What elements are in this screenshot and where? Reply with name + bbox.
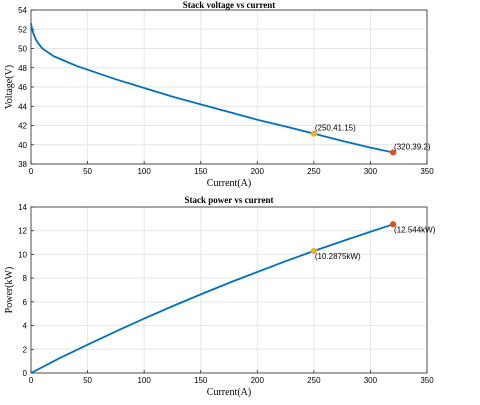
data-point-marker <box>310 247 317 255</box>
y-tick-label: 10 <box>18 250 27 259</box>
series-line-1 <box>30 23 394 154</box>
data-point-annotation: (320,39.2) <box>394 142 431 151</box>
x-axis-label: Current(A) <box>207 178 251 189</box>
y-tick-label: 8 <box>23 274 28 283</box>
y-tick-label: 4 <box>23 322 28 331</box>
y-tick-label: 48 <box>18 64 27 73</box>
x-tick-label: 50 <box>83 376 92 385</box>
y-tick-label: 14 <box>18 203 27 212</box>
y-tick-label: 44 <box>18 102 27 111</box>
y-tick-label: 6 <box>23 298 28 307</box>
data-point-annotation: (250,41.15) <box>315 124 356 133</box>
y-tick-label: 40 <box>18 141 27 150</box>
y-tick-label: 46 <box>18 83 27 92</box>
x-tick-label: 250 <box>307 167 321 176</box>
x-tick-label: 150 <box>194 376 208 385</box>
y-tick-label: 50 <box>18 45 27 54</box>
y-tick-label: 12 <box>18 227 27 236</box>
y-axis-label: Voltage(V) <box>4 65 15 109</box>
data-point-annotation: (12.544kW) <box>394 225 436 234</box>
chart-title: Stack voltage vs current <box>183 0 276 10</box>
x-tick-label: 0 <box>29 376 34 385</box>
data-point-marker <box>389 149 397 156</box>
y-tick-label: 52 <box>18 25 27 34</box>
x-tick-label: 200 <box>251 167 265 176</box>
y-tick-label: 42 <box>18 122 27 131</box>
x-tick-label: 200 <box>251 376 265 385</box>
x-axis-label: Current(A) <box>207 387 251 398</box>
chart-panel-1: 0 50 100 150 200 250 300 350 38 40 42 44 46 48 50 52 54 S… <box>4 0 434 189</box>
data-point-annotation: (10.2875kW) <box>315 252 361 261</box>
data-point-marker <box>389 221 397 228</box>
series-line-1 <box>30 223 394 374</box>
plot-frame <box>30 206 428 374</box>
x-tick-label: 100 <box>137 167 151 176</box>
y-axis-label: Power(kW) <box>4 267 15 314</box>
chart-panel-2: 0 50 100 150 200 250 300 350 0 2 4 6 8 10 12 14 Stack po… <box>4 195 436 398</box>
y-tick-label: 38 <box>18 160 27 169</box>
x-tick-label: 350 <box>420 376 434 385</box>
x-tick-label: 150 <box>194 167 208 176</box>
x-tick-label: 300 <box>364 376 378 385</box>
y-tick-label: 2 <box>23 345 28 354</box>
x-tick-label: 250 <box>307 376 321 385</box>
x-tick-label: 0 <box>29 167 34 176</box>
x-tick-label: 100 <box>137 376 151 385</box>
data-point-marker <box>310 130 317 137</box>
x-tick-label: 300 <box>364 167 378 176</box>
y-tick-label: 0 <box>23 369 28 378</box>
chart-title: Stack power vs current <box>185 195 274 205</box>
x-tick-label: 350 <box>420 167 434 176</box>
x-tick-label: 50 <box>83 167 92 176</box>
y-tick-label: 54 <box>18 6 27 15</box>
